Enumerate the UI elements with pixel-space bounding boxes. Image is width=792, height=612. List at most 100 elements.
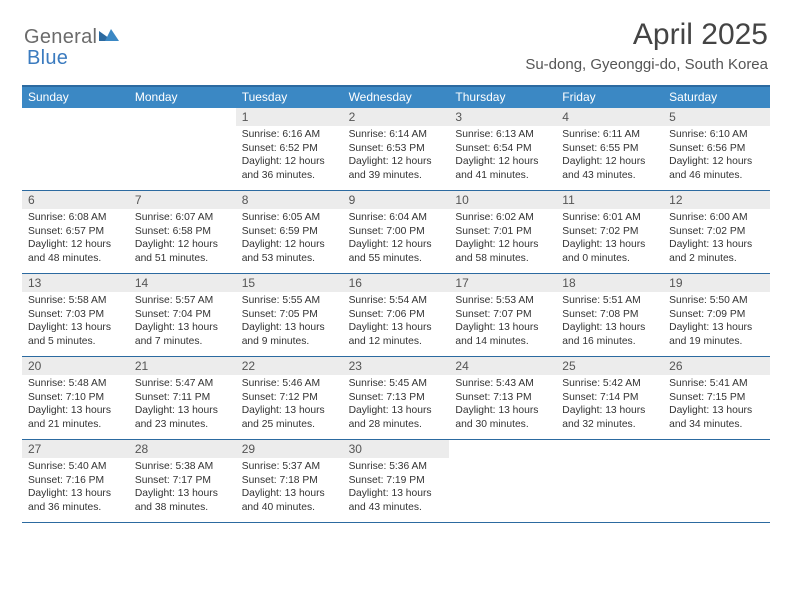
logo-mark-icon [99,27,121,48]
calendar-cell: 16Sunrise: 5:54 AMSunset: 7:06 PMDayligh… [343,274,450,356]
day-details: Sunrise: 5:51 AMSunset: 7:08 PMDaylight:… [556,292,663,352]
weekday-header: Wednesday [343,87,450,108]
header: General April 2025 Su-dong, Gyeonggi-do,… [0,0,792,79]
logo-word-1: General [24,26,97,49]
logo: General [24,18,123,49]
day-number: 18 [556,274,663,292]
day-number: 13 [22,274,129,292]
calendar-cell-empty [556,440,663,522]
day-details: Sunrise: 5:48 AMSunset: 7:10 PMDaylight:… [22,375,129,435]
day-details: Sunrise: 5:53 AMSunset: 7:07 PMDaylight:… [449,292,556,352]
day-details: Sunrise: 6:00 AMSunset: 7:02 PMDaylight:… [663,209,770,269]
day-details: Sunrise: 5:38 AMSunset: 7:17 PMDaylight:… [129,458,236,518]
calendar-week: 27Sunrise: 5:40 AMSunset: 7:16 PMDayligh… [22,440,770,523]
day-details: Sunrise: 6:10 AMSunset: 6:56 PMDaylight:… [663,126,770,186]
weekday-header: Tuesday [236,87,343,108]
day-details: Sunrise: 5:40 AMSunset: 7:16 PMDaylight:… [22,458,129,518]
day-details: Sunrise: 5:57 AMSunset: 7:04 PMDaylight:… [129,292,236,352]
day-number: 16 [343,274,450,292]
day-details: Sunrise: 5:50 AMSunset: 7:09 PMDaylight:… [663,292,770,352]
day-number: 8 [236,191,343,209]
calendar-cell: 25Sunrise: 5:42 AMSunset: 7:14 PMDayligh… [556,357,663,439]
weekday-header: Friday [556,87,663,108]
calendar-cell: 22Sunrise: 5:46 AMSunset: 7:12 PMDayligh… [236,357,343,439]
day-number: 30 [343,440,450,458]
day-details: Sunrise: 6:08 AMSunset: 6:57 PMDaylight:… [22,209,129,269]
day-number: 5 [663,108,770,126]
day-number: 12 [663,191,770,209]
day-details: Sunrise: 5:55 AMSunset: 7:05 PMDaylight:… [236,292,343,352]
weekday-header-row: SundayMondayTuesdayWednesdayThursdayFrid… [22,87,770,108]
day-number: 2 [343,108,450,126]
calendar-cell: 29Sunrise: 5:37 AMSunset: 7:18 PMDayligh… [236,440,343,522]
calendar-cell-empty [129,108,236,190]
day-details: Sunrise: 6:01 AMSunset: 7:02 PMDaylight:… [556,209,663,269]
calendar: SundayMondayTuesdayWednesdayThursdayFrid… [22,85,770,523]
calendar-cell: 10Sunrise: 6:02 AMSunset: 7:01 PMDayligh… [449,191,556,273]
calendar-cell: 1Sunrise: 6:16 AMSunset: 6:52 PMDaylight… [236,108,343,190]
day-number: 20 [22,357,129,375]
weekday-header: Sunday [22,87,129,108]
day-details: Sunrise: 6:11 AMSunset: 6:55 PMDaylight:… [556,126,663,186]
calendar-cell: 13Sunrise: 5:58 AMSunset: 7:03 PMDayligh… [22,274,129,356]
day-number: 28 [129,440,236,458]
logo-word-2: Blue [27,47,68,69]
day-number: 17 [449,274,556,292]
calendar-cell: 8Sunrise: 6:05 AMSunset: 6:59 PMDaylight… [236,191,343,273]
weeks-container: 1Sunrise: 6:16 AMSunset: 6:52 PMDaylight… [22,108,770,523]
day-number: 21 [129,357,236,375]
calendar-cell: 14Sunrise: 5:57 AMSunset: 7:04 PMDayligh… [129,274,236,356]
day-number: 10 [449,191,556,209]
day-details: Sunrise: 6:14 AMSunset: 6:53 PMDaylight:… [343,126,450,186]
day-details: Sunrise: 6:02 AMSunset: 7:01 PMDaylight:… [449,209,556,269]
location-subtitle: Su-dong, Gyeonggi-do, South Korea [525,56,768,73]
day-number: 27 [22,440,129,458]
calendar-week: 6Sunrise: 6:08 AMSunset: 6:57 PMDaylight… [22,191,770,274]
calendar-cell: 3Sunrise: 6:13 AMSunset: 6:54 PMDaylight… [449,108,556,190]
title-block: April 2025 Su-dong, Gyeonggi-do, South K… [525,18,768,73]
calendar-cell: 28Sunrise: 5:38 AMSunset: 7:17 PMDayligh… [129,440,236,522]
calendar-week: 20Sunrise: 5:48 AMSunset: 7:10 PMDayligh… [22,357,770,440]
weekday-header: Monday [129,87,236,108]
calendar-cell: 27Sunrise: 5:40 AMSunset: 7:16 PMDayligh… [22,440,129,522]
day-number: 23 [343,357,450,375]
day-details: Sunrise: 5:41 AMSunset: 7:15 PMDaylight:… [663,375,770,435]
day-details: Sunrise: 6:13 AMSunset: 6:54 PMDaylight:… [449,126,556,186]
day-details: Sunrise: 5:54 AMSunset: 7:06 PMDaylight:… [343,292,450,352]
calendar-cell: 19Sunrise: 5:50 AMSunset: 7:09 PMDayligh… [663,274,770,356]
day-number: 3 [449,108,556,126]
day-details: Sunrise: 5:37 AMSunset: 7:18 PMDaylight:… [236,458,343,518]
day-number: 22 [236,357,343,375]
day-details: Sunrise: 6:16 AMSunset: 6:52 PMDaylight:… [236,126,343,186]
calendar-cell: 5Sunrise: 6:10 AMSunset: 6:56 PMDaylight… [663,108,770,190]
calendar-cell: 21Sunrise: 5:47 AMSunset: 7:11 PMDayligh… [129,357,236,439]
day-number: 26 [663,357,770,375]
calendar-cell: 23Sunrise: 5:45 AMSunset: 7:13 PMDayligh… [343,357,450,439]
day-details: Sunrise: 5:43 AMSunset: 7:13 PMDaylight:… [449,375,556,435]
day-details: Sunrise: 6:04 AMSunset: 7:00 PMDaylight:… [343,209,450,269]
day-details: Sunrise: 5:46 AMSunset: 7:12 PMDaylight:… [236,375,343,435]
calendar-cell: 20Sunrise: 5:48 AMSunset: 7:10 PMDayligh… [22,357,129,439]
weekday-header: Thursday [449,87,556,108]
day-number: 11 [556,191,663,209]
calendar-cell: 9Sunrise: 6:04 AMSunset: 7:00 PMDaylight… [343,191,450,273]
day-number: 24 [449,357,556,375]
month-title: April 2025 [525,18,768,52]
calendar-cell: 4Sunrise: 6:11 AMSunset: 6:55 PMDaylight… [556,108,663,190]
day-number: 29 [236,440,343,458]
day-number: 14 [129,274,236,292]
calendar-cell: 17Sunrise: 5:53 AMSunset: 7:07 PMDayligh… [449,274,556,356]
day-number: 19 [663,274,770,292]
day-number: 6 [22,191,129,209]
calendar-cell: 18Sunrise: 5:51 AMSunset: 7:08 PMDayligh… [556,274,663,356]
day-details: Sunrise: 5:36 AMSunset: 7:19 PMDaylight:… [343,458,450,518]
day-details: Sunrise: 5:47 AMSunset: 7:11 PMDaylight:… [129,375,236,435]
calendar-week: 1Sunrise: 6:16 AMSunset: 6:52 PMDaylight… [22,108,770,191]
day-details: Sunrise: 5:58 AMSunset: 7:03 PMDaylight:… [22,292,129,352]
calendar-cell-empty [449,440,556,522]
day-number: 4 [556,108,663,126]
day-number: 9 [343,191,450,209]
calendar-cell: 11Sunrise: 6:01 AMSunset: 7:02 PMDayligh… [556,191,663,273]
calendar-cell: 24Sunrise: 5:43 AMSunset: 7:13 PMDayligh… [449,357,556,439]
calendar-cell: 7Sunrise: 6:07 AMSunset: 6:58 PMDaylight… [129,191,236,273]
